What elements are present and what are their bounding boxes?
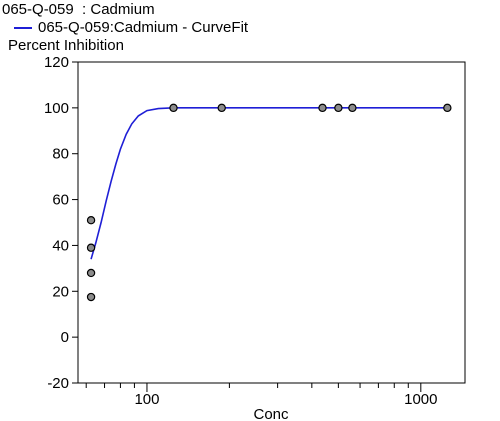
data-point: [348, 103, 357, 113]
x-axis: 100 1000: [85, 383, 437, 408]
x-axis-label: Conc: [253, 406, 289, 421]
data-point: [86, 216, 96, 225]
plot-frame: [77, 61, 466, 384]
y-axis: -20 0 20 40 60 80 100 120: [44, 54, 78, 392]
data-point: [443, 103, 452, 113]
legend: 065-Q-059:Cadmium - CurveFit: [14, 19, 248, 36]
y-tick-label: 100: [44, 100, 69, 117]
data-point: [169, 103, 178, 113]
y-tick-label: -20: [47, 375, 69, 392]
data-point: [334, 103, 343, 113]
y-tick-label: 0: [61, 329, 69, 346]
chart-title: 065-Q-059 : Cadmium: [2, 1, 155, 18]
y-tick-label: 60: [52, 192, 69, 209]
y-tick-label: 120: [44, 54, 69, 71]
legend-label: 065-Q-059:Cadmium - CurveFit: [38, 19, 249, 36]
y-tick-label: 40: [52, 237, 69, 254]
data-points: [86, 103, 452, 302]
data-point: [86, 243, 96, 252]
data-point: [318, 103, 327, 113]
x-tick-label: 100: [134, 391, 159, 408]
y-axis-label: Percent Inhibition: [8, 37, 124, 54]
y-tick-label: 20: [52, 283, 69, 300]
curve-fit-line: [90, 107, 448, 260]
data-point: [86, 268, 96, 278]
data-point: [86, 292, 96, 302]
x-tick-label: 1000: [404, 391, 437, 408]
data-point: [217, 103, 226, 113]
legend-line-swatch: [14, 26, 32, 29]
y-tick-label: 80: [52, 146, 69, 163]
